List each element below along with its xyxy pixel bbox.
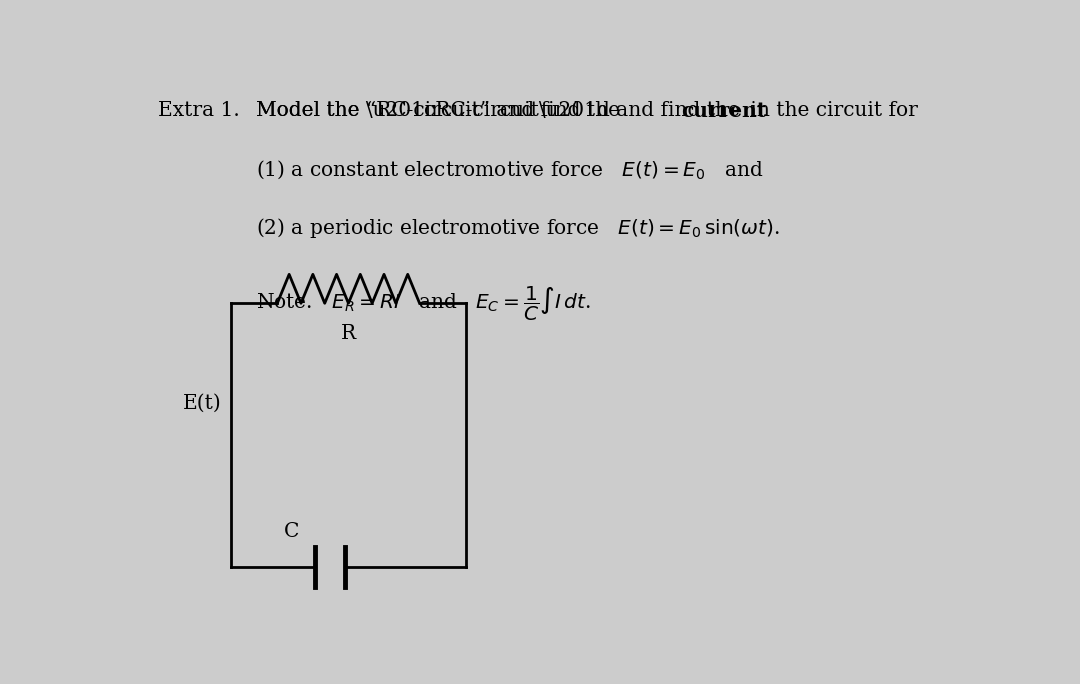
Text: R: R: [341, 324, 356, 343]
Text: (1) a constant electromotive force   $E(t) = E_0$   and: (1) a constant electromotive force $E(t)…: [256, 159, 764, 181]
Text: Model the \u201cRC-circuit\u201d and find the: Model the \u201cRC-circuit\u201d and fin…: [256, 101, 746, 120]
Text: current: current: [681, 101, 767, 120]
Text: (2) a periodic electromotive force   $E(t) = E_0\,\sin(\omega t)$.: (2) a periodic electromotive force $E(t)…: [256, 216, 780, 240]
Text: Model the “RC-circuit” and find the: Model the “RC-circuit” and find the: [256, 101, 626, 120]
Text: E(t): E(t): [183, 394, 221, 413]
Text: Note.   $E_R = RI$   and   $E_C = \dfrac{1}{C}\int I\,dt$.: Note. $E_R = RI$ and $E_C = \dfrac{1}{C}…: [256, 285, 591, 323]
Text: in the circuit for: in the circuit for: [744, 101, 918, 120]
Text: Extra 1.: Extra 1.: [159, 101, 240, 120]
Text: C: C: [284, 523, 300, 541]
